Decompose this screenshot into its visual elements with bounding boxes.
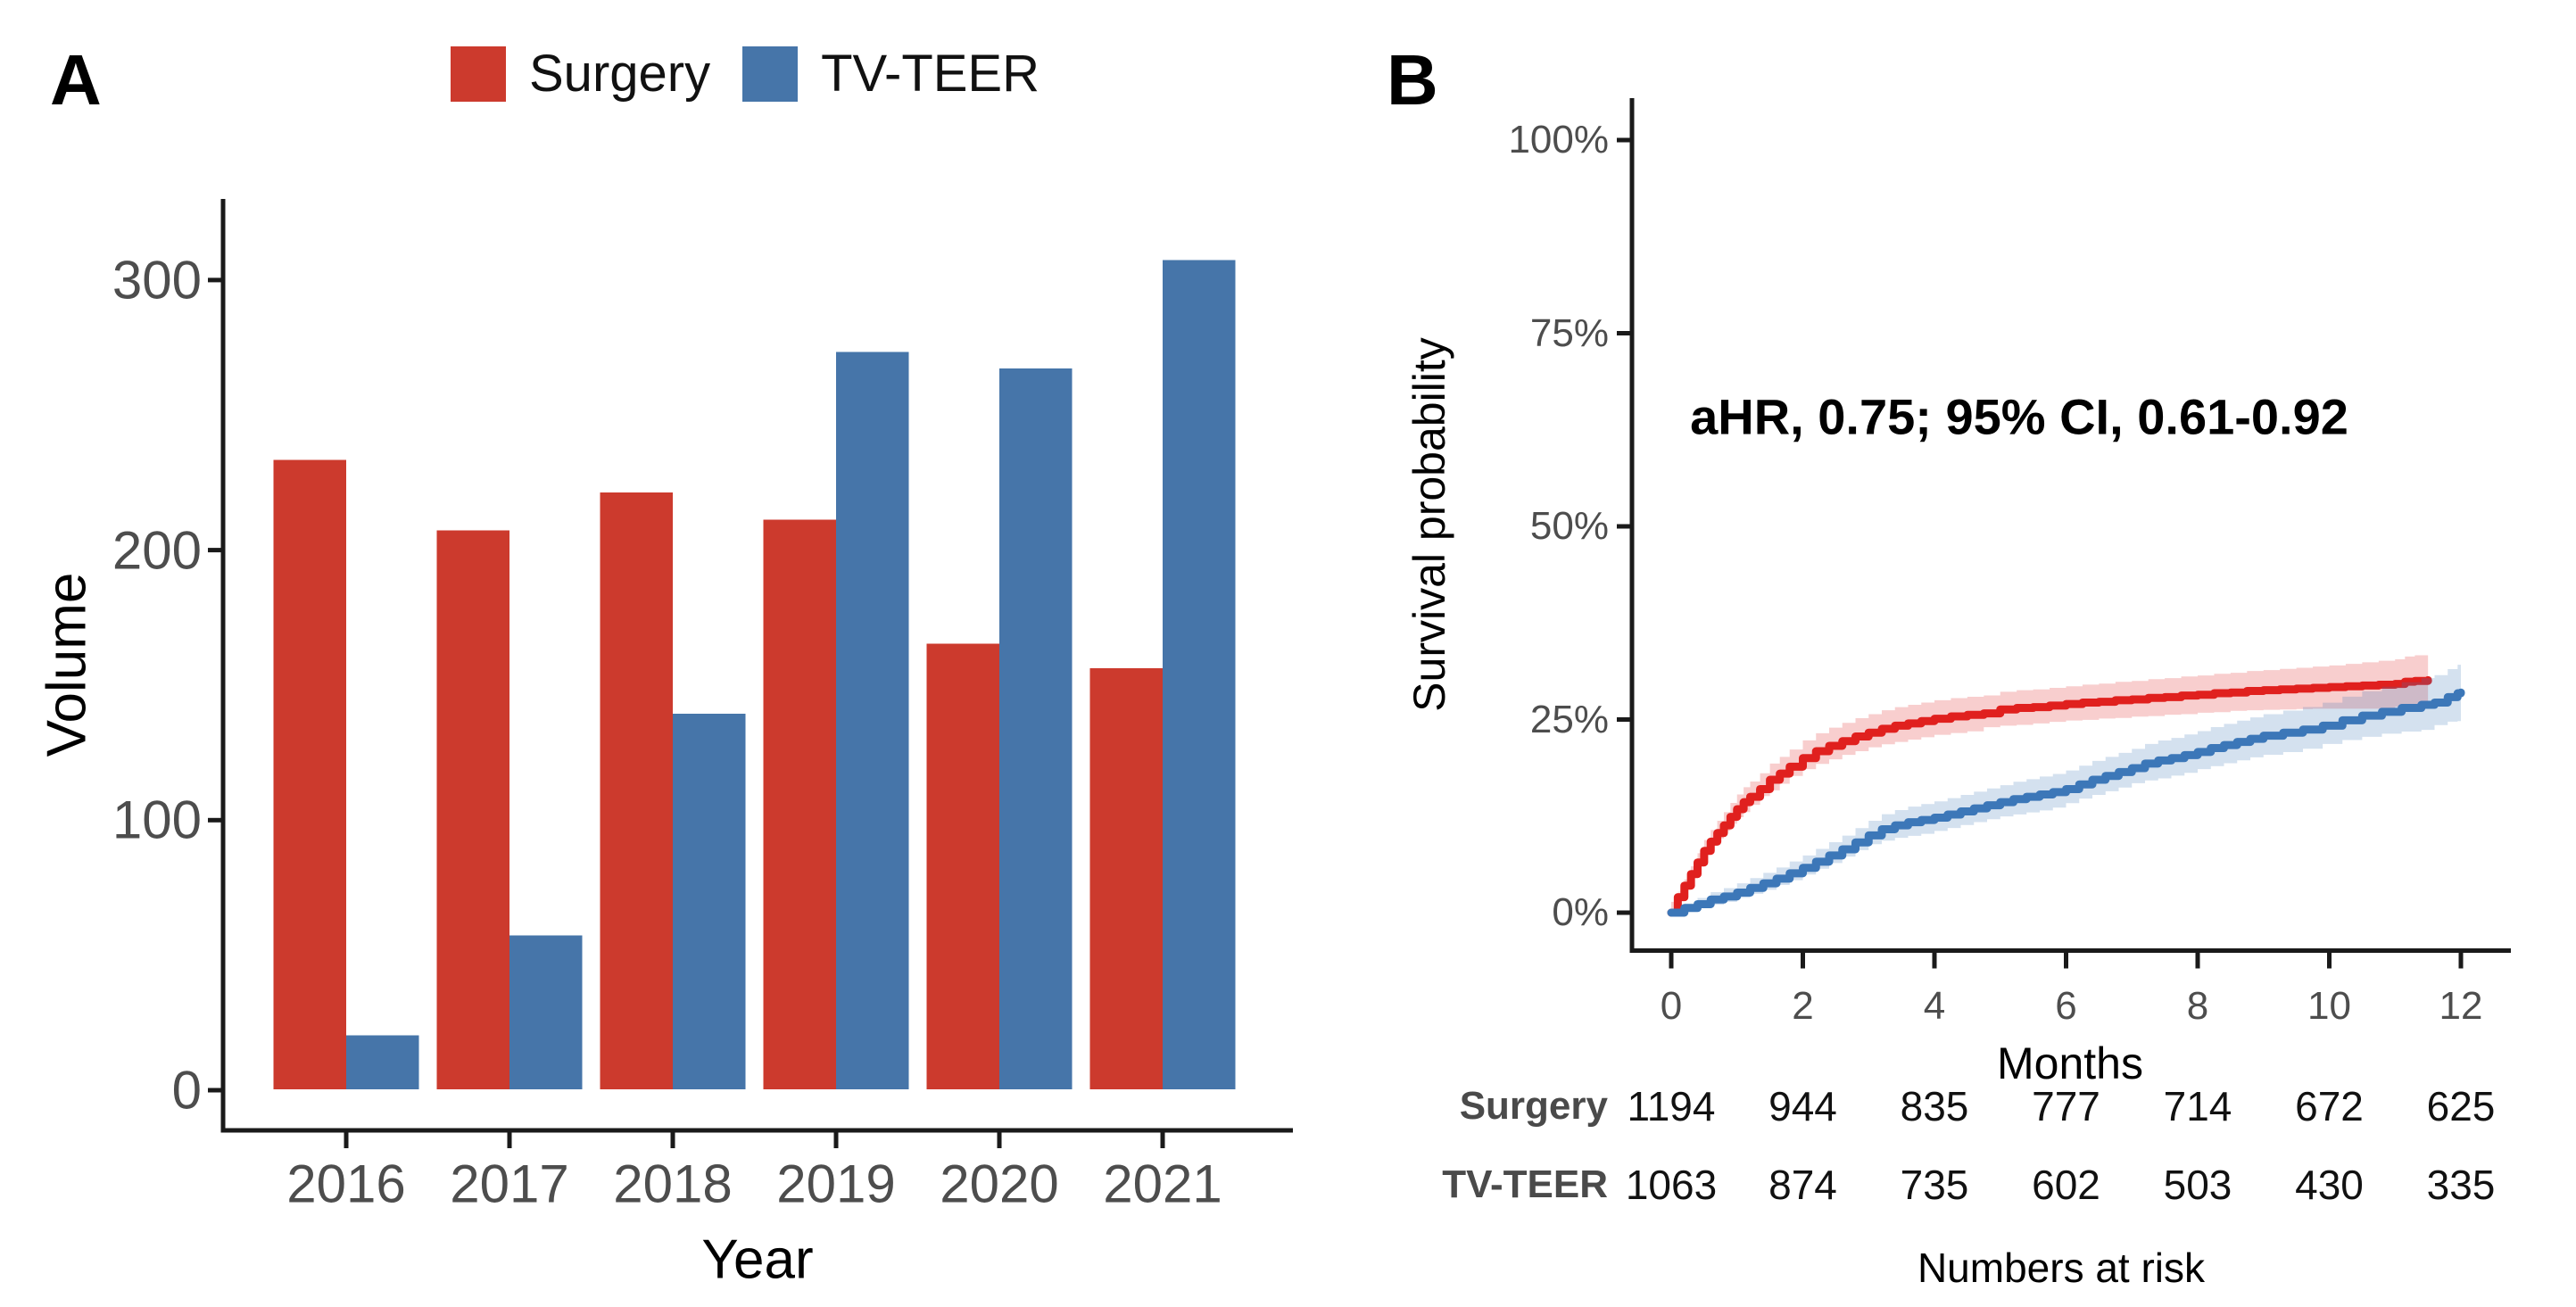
tick-label: 300: [112, 250, 202, 310]
tick-label: 2017: [450, 1154, 569, 1214]
tick-label: 8: [2186, 984, 2209, 1028]
tick-label: 10: [2307, 984, 2351, 1028]
tick-label: 874: [1768, 1162, 1837, 1208]
tick-label: 777: [2032, 1083, 2100, 1129]
tick-label: 335: [2426, 1162, 2496, 1208]
tick-label: 503: [2163, 1162, 2232, 1208]
bar-chart-y-axis-title: Volume: [36, 572, 98, 757]
tick-label: 602: [2032, 1162, 2100, 1208]
tick-label: 0: [171, 1060, 202, 1121]
at-risk-caption: Numbers at risk: [1917, 1245, 2206, 1291]
tick-label: 200: [112, 520, 202, 581]
tick-label: 12: [2439, 984, 2483, 1028]
panel-a-label: A: [50, 40, 102, 120]
tick-label: 25%: [1529, 697, 1609, 741]
at-risk-row-label-surgery: Surgery: [1459, 1084, 1608, 1128]
tick-label: 944: [1768, 1083, 1837, 1129]
km-y-axis-title: Survival probability: [1404, 337, 1454, 712]
tick-label: 0%: [1552, 890, 1609, 934]
tick-label: 2018: [613, 1154, 733, 1214]
tick-label: 2020: [940, 1154, 1059, 1214]
bar-chart-x-axis-title: Year: [701, 1228, 814, 1291]
legend-label-surgery: Surgery: [529, 45, 711, 103]
tick-label: 6: [2055, 984, 2077, 1028]
tick-label: 50%: [1529, 504, 1609, 548]
tick-label: 835: [1900, 1083, 1969, 1129]
tick-label: 625: [2426, 1083, 2496, 1129]
tick-label: 2019: [776, 1154, 896, 1214]
panel-b-label: B: [1387, 40, 1438, 120]
tick-label: 430: [2295, 1162, 2364, 1208]
tick-label: 75%: [1529, 310, 1609, 355]
legend-item-tvteer: TV-TEER: [742, 44, 1040, 103]
tick-label: 0: [1660, 984, 1683, 1028]
tick-label: 2021: [1103, 1154, 1222, 1214]
hazard-ratio-annotation: aHR, 0.75; 95% CI, 0.61-0.92: [1690, 388, 2348, 445]
tick-label: 672: [2295, 1083, 2364, 1129]
at-risk-row-label-tvteer: TV-TEER: [1442, 1162, 1608, 1206]
legend-label-tvteer: TV-TEER: [821, 45, 1040, 103]
tick-label: 100: [112, 790, 202, 850]
tick-label: 1194: [1627, 1083, 1716, 1129]
legend-item-surgery: Surgery: [451, 44, 710, 103]
tick-label: 1063: [1625, 1162, 1718, 1208]
tvteer-swatch-icon: [742, 45, 799, 102]
tick-label: 714: [2163, 1083, 2232, 1129]
tick-label: 2: [1792, 984, 1814, 1028]
tick-label: 2016: [286, 1154, 406, 1214]
surgery-swatch-icon: [451, 45, 506, 102]
tick-label: 735: [1900, 1162, 1969, 1208]
bar-chart-legend: Surgery TV-TEER: [451, 44, 1040, 103]
tick-label: 4: [1923, 984, 1946, 1028]
tick-label: 100%: [1508, 118, 1609, 161]
km-x-axis-title: Months: [1997, 1038, 2143, 1088]
